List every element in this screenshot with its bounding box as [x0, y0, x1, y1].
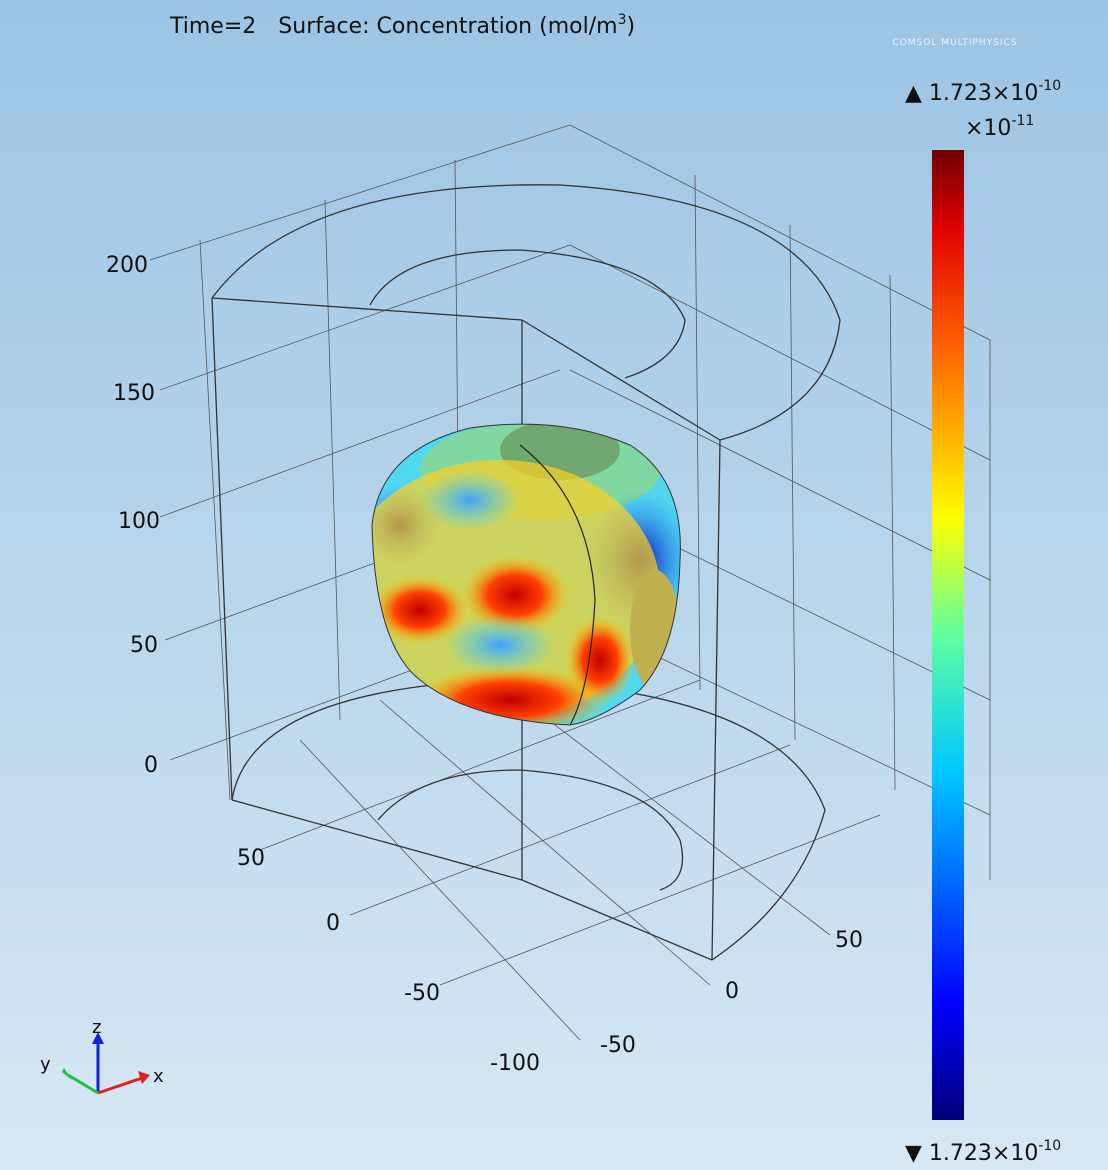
- unit-exponent: 3: [618, 12, 627, 28]
- tick-label: 200: [106, 253, 148, 278]
- tick-label: -50: [600, 1033, 636, 1058]
- colorbar-max: ▲ 1.723×10-10: [905, 78, 1061, 106]
- logo: COMSOL MULTIPHYSICS: [892, 38, 1017, 48]
- tick-label: 50: [130, 633, 158, 658]
- triad-z: z: [92, 1017, 101, 1038]
- plot-title: Time=2 Surface: Concentration (mol/m3): [169, 12, 635, 39]
- tick-label: 0: [144, 753, 158, 778]
- tick-label: -100: [490, 1051, 540, 1076]
- colorbar-min: ▼ 1.723×10-10: [905, 1138, 1061, 1166]
- colorbar-min-exponent: -10: [1038, 1138, 1061, 1154]
- tick-label: 100: [118, 509, 160, 534]
- colorbar-min-label: ▼ 1.723×10: [905, 1141, 1038, 1166]
- triad-y: y: [40, 1054, 51, 1075]
- surface-label-end: ): [626, 14, 635, 39]
- colorbar-scale-exponent: -11: [1011, 113, 1034, 129]
- surface-label: Surface: Concentration (mol/m: [278, 14, 617, 39]
- tick-label: 150: [113, 381, 155, 406]
- tick-label: -50: [404, 981, 440, 1006]
- tick-label: 0: [725, 979, 739, 1004]
- colorbar-max-label: ▲ 1.723×10: [905, 81, 1038, 106]
- colorbar-max-exponent: -10: [1038, 78, 1061, 94]
- tick-label: 50: [237, 846, 265, 871]
- colorbar-scale-label: ×10: [965, 116, 1011, 141]
- colorbar: [932, 150, 964, 1120]
- tick-label: 0: [326, 911, 340, 936]
- time-label: Time=2: [169, 14, 256, 39]
- triad-x: x: [153, 1066, 164, 1087]
- tick-label: 50: [835, 928, 863, 953]
- plot-window: Time=2 Surface: Concentration (mol/m3) CO…: [0, 0, 1108, 1170]
